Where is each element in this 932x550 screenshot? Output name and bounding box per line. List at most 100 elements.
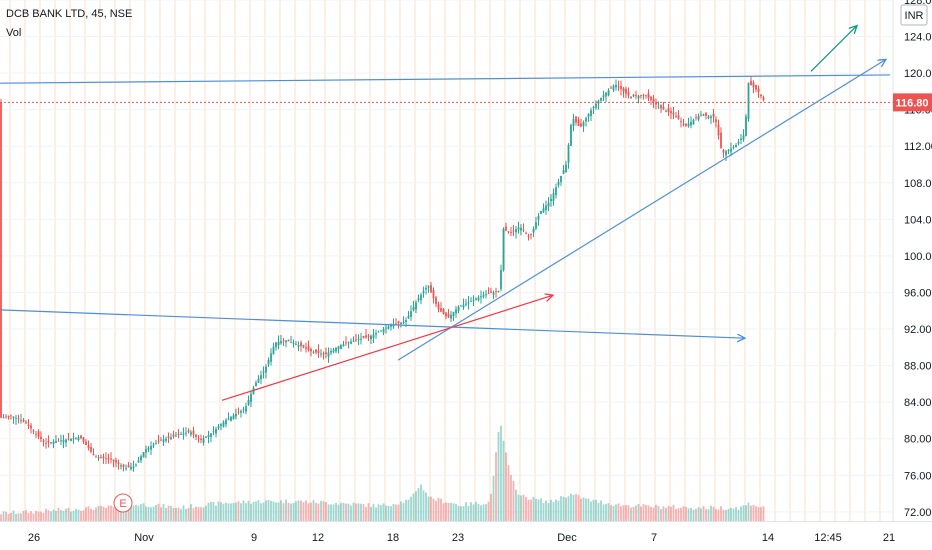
- candle-body: [547, 202, 550, 207]
- candle-body: [627, 92, 630, 96]
- volume-bar: [602, 504, 605, 521]
- volume-bar: [625, 505, 627, 521]
- volume-bar: [172, 507, 175, 521]
- drawing-tools[interactable]: [0, 26, 891, 401]
- candle-body: [320, 353, 322, 355]
- candle-body: [80, 435, 82, 439]
- volume-bar: [315, 502, 317, 521]
- volume-bar: [762, 506, 765, 521]
- volume-bar: [687, 508, 690, 521]
- candle-body: [280, 341, 282, 344]
- price-axis-tick: 72.00: [904, 507, 932, 519]
- volume-bar: [250, 503, 252, 521]
- volume-bar: [195, 506, 197, 521]
- volume-indicator-label[interactable]: Vol: [6, 27, 22, 39]
- candle-body: [635, 94, 637, 97]
- volume-bar: [207, 502, 210, 521]
- volume-bar: [442, 503, 445, 521]
- candle-body: [275, 342, 277, 348]
- candle-body: [317, 350, 320, 354]
- volume-bar: [352, 502, 355, 521]
- volume-bar: [32, 513, 35, 521]
- candle-body: [597, 100, 600, 104]
- volume-bar: [152, 506, 155, 521]
- earnings-event-marker[interactable]: E: [113, 493, 133, 513]
- chart-grid: [0, 0, 893, 521]
- volume-bar: [82, 510, 85, 521]
- volume-bar: [547, 503, 550, 521]
- candle-body: [740, 138, 742, 140]
- trend-line[interactable]: [0, 309, 745, 338]
- candle-body: [127, 465, 130, 468]
- candle-body: [195, 434, 197, 437]
- trend-line[interactable]: [0, 74, 891, 84]
- candle-body: [400, 322, 402, 324]
- candle-body: [755, 84, 757, 90]
- trend-line[interactable]: [221, 295, 553, 401]
- candle-body: [230, 416, 232, 421]
- volume-bar: [7, 514, 10, 521]
- volume-bar: [752, 504, 755, 521]
- volume-bar: [540, 498, 542, 521]
- candle-body: [292, 343, 295, 344]
- time-axis-tick: 21: [883, 532, 895, 544]
- volume-bar: [362, 504, 365, 521]
- volume-bar: [237, 501, 240, 521]
- candle-body: [355, 339, 357, 341]
- volume-bar: [212, 502, 215, 521]
- volume-bar: [575, 494, 577, 521]
- volume-bar: [480, 505, 482, 521]
- trend-line[interactable]: [810, 26, 857, 72]
- volume-bar: [750, 505, 752, 521]
- candle-body: [397, 321, 400, 324]
- volume-bar: [677, 508, 680, 521]
- volume-bar: [130, 504, 132, 521]
- volume-bar: [390, 506, 392, 521]
- candle-body: [97, 457, 100, 459]
- volume-bar: [510, 474, 512, 521]
- candle-body: [72, 438, 75, 439]
- candlestick-series: [0, 75, 765, 472]
- volume-bar: [307, 503, 310, 521]
- volume-bar: [157, 503, 160, 521]
- candle-body: [207, 435, 210, 438]
- candle-body: [545, 205, 547, 211]
- price-axis-tick: 96.00: [904, 287, 932, 299]
- volume-bar: [202, 507, 205, 521]
- volume-bar: [402, 503, 405, 521]
- volume-bar: [87, 506, 90, 521]
- candle-body: [145, 449, 147, 453]
- candle-body: [327, 352, 330, 357]
- candle-body: [202, 438, 205, 443]
- symbol-title[interactable]: DCB BANK LTD, 45, NSE: [6, 8, 133, 20]
- price-axis[interactable]: 72.00 76.00 80.00 84.00 88.00 92.00 96.00 100.0…: [892, 0, 932, 521]
- candle-body: [200, 438, 202, 440]
- candle-body: [512, 230, 515, 232]
- volume-bar: [595, 499, 597, 521]
- volume-bar: [97, 505, 100, 521]
- volume-bar: [222, 503, 225, 521]
- candle-body: [577, 119, 580, 126]
- volume-bar: [415, 491, 417, 521]
- volume-bar: [445, 502, 447, 521]
- price-axis-tick: 88.00: [904, 361, 932, 373]
- candle-body: [695, 117, 697, 119]
- volume-bar: [730, 507, 732, 521]
- volume-bar: [310, 502, 312, 521]
- volume-bar: [292, 503, 295, 521]
- candle-body: [420, 294, 422, 301]
- candle-body: [492, 292, 495, 295]
- currency-badge[interactable]: INR: [900, 4, 928, 26]
- volume-bar: [690, 508, 692, 521]
- candle-body: [417, 298, 420, 301]
- volume-bar: [322, 501, 325, 521]
- candle-body: [662, 106, 665, 110]
- volume-bar: [405, 499, 407, 521]
- volume-bar: [57, 507, 60, 521]
- candle-body: [620, 85, 622, 90]
- time-axis[interactable]: 26 Nov 9 12 18 23 Dec 7 14 12:45 21: [0, 521, 932, 550]
- trend-line[interactable]: [397, 59, 886, 361]
- volume-bar: [720, 506, 722, 521]
- volume-bar: [337, 504, 340, 521]
